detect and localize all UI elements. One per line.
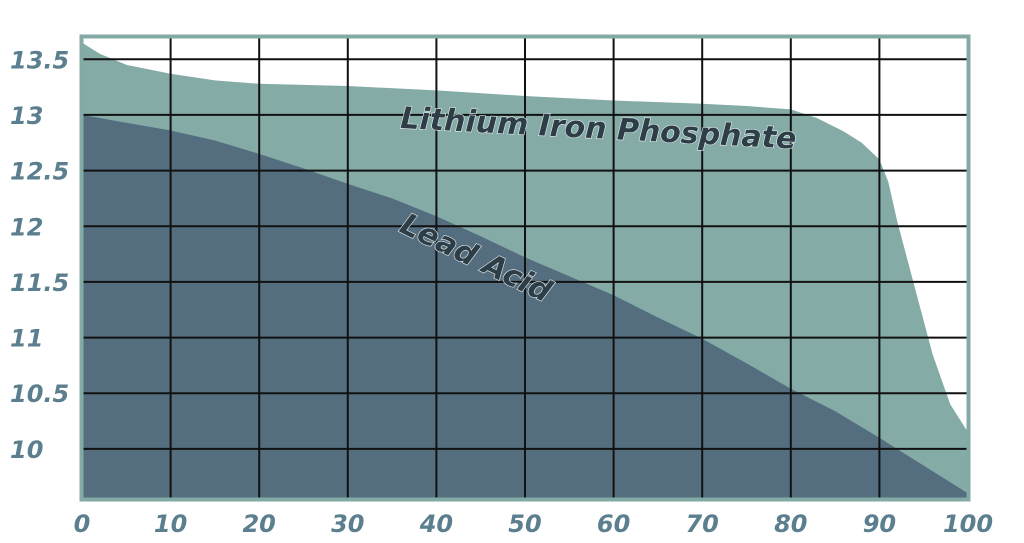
x-tick-label: 70 bbox=[685, 510, 718, 538]
y-tick-label: 13.5 bbox=[10, 46, 69, 74]
x-axis-tick-labels: 0 10 20 30 40 50 60 70 80 90 100 bbox=[74, 510, 993, 538]
y-tick-label: 10 bbox=[10, 436, 43, 464]
y-tick-label: 11 bbox=[10, 325, 43, 353]
y-tick-label: 11.5 bbox=[10, 269, 69, 297]
x-tick-label: 0 bbox=[74, 510, 91, 538]
plot-frame bbox=[79, 34, 971, 502]
grid bbox=[82, 37, 968, 499]
x-tick-label: 20 bbox=[242, 510, 275, 538]
y-tick-label: 12 bbox=[10, 213, 43, 241]
y-tick-label: 12.5 bbox=[10, 158, 69, 186]
x-tick-label: 50 bbox=[508, 510, 541, 538]
x-tick-label: 10 bbox=[154, 510, 187, 538]
y-axis-tick-labels: 10 10.5 11 11.5 12 12.5 13 13.5 bbox=[10, 46, 69, 464]
x-tick-label: 80 bbox=[774, 510, 807, 538]
x-tick-label: 60 bbox=[597, 510, 630, 538]
y-tick-label: 13 bbox=[10, 102, 43, 130]
y-tick-label: 10.5 bbox=[10, 380, 69, 408]
x-tick-label: 100 bbox=[943, 510, 993, 538]
x-tick-label: 40 bbox=[419, 510, 453, 538]
x-tick-label: 30 bbox=[331, 510, 364, 538]
x-tick-label: 90 bbox=[863, 510, 896, 538]
